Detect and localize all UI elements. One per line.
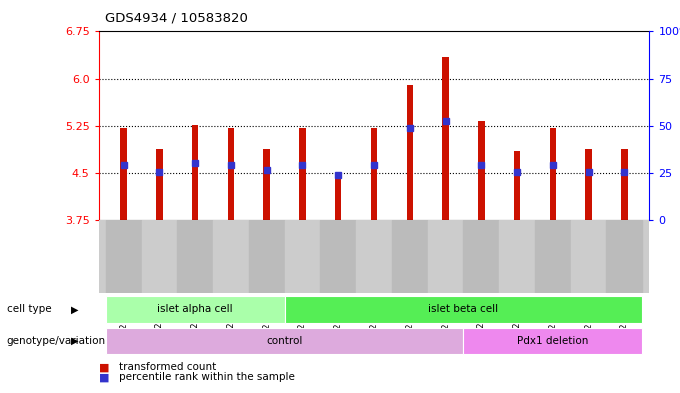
Bar [249, 220, 285, 293]
Bar [106, 220, 141, 293]
Bar [120, 128, 127, 220]
Bar [499, 220, 535, 293]
Text: cell type: cell type [7, 305, 52, 314]
Bar [514, 151, 520, 220]
Bar [428, 220, 463, 293]
Bar [585, 149, 592, 220]
Bar [299, 128, 306, 220]
Text: control: control [267, 336, 303, 346]
Bar [607, 220, 642, 293]
Bar [213, 220, 249, 293]
Bar [356, 220, 392, 293]
Text: islet beta cell: islet beta cell [428, 305, 498, 314]
Bar [263, 149, 270, 220]
FancyBboxPatch shape [106, 328, 463, 354]
Text: ■: ■ [99, 362, 109, 373]
Bar [407, 85, 413, 220]
Text: percentile rank within the sample: percentile rank within the sample [119, 372, 295, 382]
Text: transformed count: transformed count [119, 362, 216, 373]
Bar [549, 128, 556, 220]
FancyBboxPatch shape [285, 296, 642, 323]
Bar [192, 125, 199, 220]
Bar [571, 220, 607, 293]
Text: islet alpha cell: islet alpha cell [157, 305, 233, 314]
Bar [228, 128, 234, 220]
Bar [177, 220, 213, 293]
Bar [621, 149, 628, 220]
Text: GDS4934 / 10583820: GDS4934 / 10583820 [105, 12, 248, 25]
Bar [335, 176, 341, 220]
Bar [478, 121, 485, 220]
Bar [285, 220, 320, 293]
Text: ▶: ▶ [71, 305, 79, 314]
Bar [442, 57, 449, 220]
FancyBboxPatch shape [106, 296, 285, 323]
Bar [320, 220, 356, 293]
Text: genotype/variation: genotype/variation [7, 336, 106, 346]
Text: Pdx1 deletion: Pdx1 deletion [517, 336, 588, 346]
Bar [141, 220, 177, 293]
Bar [371, 128, 377, 220]
Bar [463, 220, 499, 293]
Text: ■: ■ [99, 372, 109, 382]
Bar [392, 220, 428, 293]
Bar [156, 149, 163, 220]
Text: ▶: ▶ [71, 336, 79, 346]
FancyBboxPatch shape [463, 328, 642, 354]
Bar [535, 220, 571, 293]
